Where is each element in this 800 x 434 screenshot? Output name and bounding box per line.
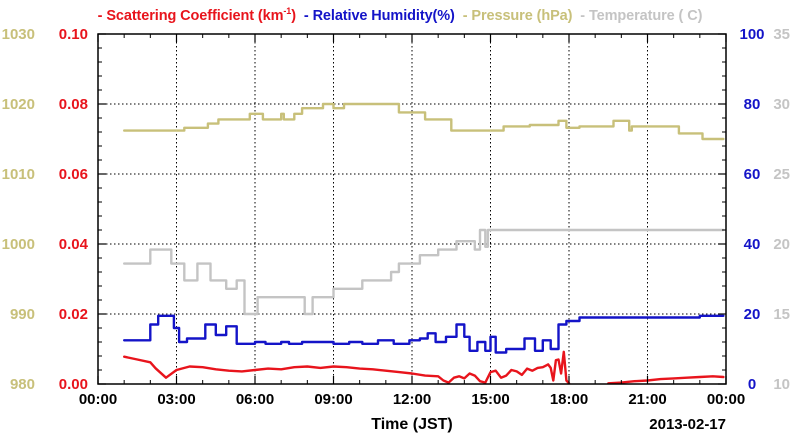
series-line-humidity [122, 314, 725, 354]
y-tick-label-temperature: 15 [773, 306, 790, 323]
legend-dash-pressure: - [462, 7, 468, 24]
legend-label-scattering: Scattering Coefficient (km [106, 7, 284, 24]
y-tick-label-pressure: 1010 [2, 166, 35, 183]
series-line-scattering-late [607, 375, 725, 385]
legend-label-temperature: Temperature ( C) [588, 7, 703, 24]
x-tick-label: 21:00 [628, 391, 666, 408]
legend-label-pressure: Pressure (hPa) [471, 7, 573, 24]
series-line-temperature [122, 228, 725, 316]
legend-label-scattering-close: ) [291, 7, 296, 24]
y-tick-label-scattering: 0.08 [59, 96, 88, 113]
y-tick-label-humidity: 40 [744, 236, 761, 253]
legend: - Scattering Coefficient (km-1) - Relati… [0, 6, 800, 24]
x-tick-label: 06:00 [236, 391, 274, 408]
legend-dash-humidity: - [303, 7, 309, 24]
legend-label-humidity: Relative Humidity(%) [312, 7, 455, 24]
x-tick-label: 15:00 [471, 391, 509, 408]
series-line-scattering [122, 350, 571, 385]
legend-label-scattering-sup: -1 [283, 6, 292, 16]
y-tick-label-humidity: 100 [739, 26, 764, 43]
y-tick-label-scattering: 0.04 [59, 236, 89, 253]
x-tick-label: 18:00 [550, 391, 588, 408]
y-tick-label-humidity: 80 [744, 96, 761, 113]
x-tick-label: 00:00 [707, 391, 745, 408]
x-tick-label: 12:00 [393, 391, 431, 408]
legend-item-temperature: - Temperature ( C) [580, 8, 702, 24]
date-label: 2013-02-17 [649, 416, 726, 433]
y-tick-label-pressure: 1020 [2, 96, 35, 113]
y-tick-label-scattering: 0.00 [59, 376, 88, 393]
x-tick-label: 03:00 [157, 391, 195, 408]
y-tick-label-scattering: 0.02 [59, 306, 88, 323]
y-tick-label-temperature: 20 [773, 236, 790, 253]
y-tick-label-scattering: 0.10 [59, 26, 88, 43]
series-line-pressure [122, 102, 725, 141]
y-tick-label-humidity: 60 [744, 166, 761, 183]
y-tick-label-temperature: 25 [773, 166, 790, 183]
y-tick-label-pressure: 1000 [2, 236, 35, 253]
y-tick-label-humidity: 20 [744, 306, 761, 323]
x-tick-label: 00:00 [79, 391, 117, 408]
series-layer [122, 102, 725, 385]
grid [98, 34, 726, 384]
legend-dash-scattering: - [97, 7, 103, 24]
y-tick-label-temperature: 30 [773, 96, 790, 113]
y-tick-label-temperature: 35 [773, 26, 790, 43]
x-axis-title: Time (JST) [371, 416, 453, 433]
y-tick-label-pressure: 980 [10, 376, 35, 393]
legend-dash-temperature: - [580, 7, 586, 24]
y-tick-label-pressure: 1030 [2, 26, 35, 43]
y-tick-label-pressure: 990 [10, 306, 35, 323]
y-tick-label-humidity: 0 [748, 376, 756, 393]
legend-item-humidity: - Relative Humidity(%) [304, 8, 459, 24]
y-tick-label-temperature: 10 [773, 376, 790, 393]
x-tick-label: 09:00 [314, 391, 352, 408]
legend-item-scattering: - Scattering Coefficient (km-1) [97, 6, 300, 24]
axis-ticks: 00:00 03:00 06:00 09:00 12:00 15:00 18:00 21:00… [2, 26, 790, 408]
y-tick-label-scattering: 0.06 [59, 166, 88, 183]
legend-item-pressure: - Pressure (hPa) [463, 8, 577, 24]
